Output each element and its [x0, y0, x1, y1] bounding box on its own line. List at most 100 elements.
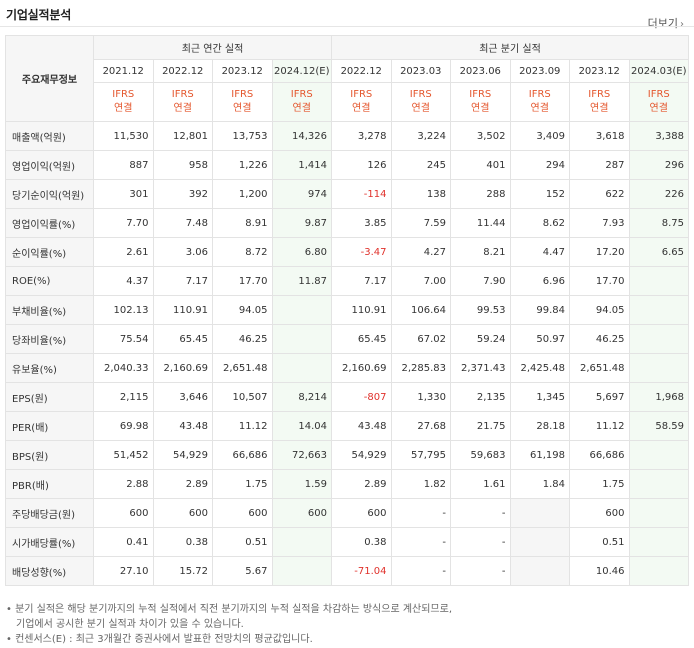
table-cell	[628, 527, 689, 557]
table-cell: 43.48	[152, 411, 213, 441]
row-label: 순이익률(%)	[5, 237, 94, 267]
table-cell: 958	[152, 150, 213, 180]
table-row: 유보율(%) 2,040.33 2,160.69 2,651.48 2,160.69 2,…	[5, 353, 689, 383]
table-cell: 57,795	[390, 440, 451, 470]
table-cell: 72,663	[271, 440, 332, 470]
table-cell: 50.97	[509, 324, 570, 354]
table-cell: 65.45	[152, 324, 213, 354]
table-cell	[271, 353, 332, 383]
table-cell: 58.59	[628, 411, 689, 441]
table-cell: 1.84	[509, 469, 570, 499]
annual-group-header: 최근 연간 실적	[93, 35, 332, 60]
table-cell: 2,285.83	[390, 353, 451, 383]
ifrs-header: IFRS 연결	[212, 82, 273, 122]
table-cell: 11.44	[450, 208, 511, 238]
ifrs-label: IFRS	[112, 89, 135, 100]
table-cell: 3.06	[152, 237, 213, 267]
table-cell: 10.46	[569, 556, 630, 586]
table-cell: 4.27	[390, 237, 451, 267]
table-cell: 51,452	[93, 440, 154, 470]
ifrs-label: IFRS	[290, 89, 313, 100]
table-cell	[271, 527, 332, 557]
table-cell: 6.65	[628, 237, 689, 267]
table-cell: 7.59	[390, 208, 451, 238]
table-cell: 8.21	[450, 237, 511, 267]
period-header: 2022.12	[331, 59, 392, 83]
ifrs-label: IFRS	[231, 89, 254, 100]
period-header: 2023.06	[450, 59, 511, 83]
table-cell	[271, 295, 332, 325]
more-link[interactable]: 더보기 ›	[648, 15, 684, 31]
table-cell: 622	[569, 179, 630, 209]
table-cell	[628, 266, 689, 296]
table-cell: 1,414	[271, 150, 332, 180]
table-cell: 245	[390, 150, 451, 180]
table-cell	[628, 295, 689, 325]
table-cell: -	[450, 556, 511, 586]
period-header: 2022.12	[152, 59, 213, 83]
table-cell: 54,929	[152, 440, 213, 470]
note-quarter-line1: • 분기 실적은 해당 분기까지의 누적 실적에서 직전 분기까지의 누적 실적…	[6, 604, 453, 615]
table-cell: 1.75	[569, 469, 630, 499]
table-cell: 69.98	[93, 411, 154, 441]
corner-header: 주요재무정보	[5, 35, 94, 122]
table-cell: 10,507	[212, 382, 273, 412]
period-header: 2023.09	[509, 59, 570, 83]
ifrs-header: IFRS 연결	[271, 82, 332, 122]
ifrs-label: IFRS	[588, 89, 611, 100]
table-cell: 94.05	[569, 295, 630, 325]
financial-table: 주요재무정보 최근 연간 실적 최근 분기 실적 2021.12 2022.12 2…	[5, 35, 689, 586]
row-label: 영업이익률(%)	[5, 208, 94, 238]
ifrs-label: IFRS	[171, 89, 194, 100]
consolidated-label: 연결	[411, 103, 430, 114]
table-cell: 7.93	[569, 208, 630, 238]
table-row: 영업이익(억원) 887 958 1,226 1,414 126 245 401 294 287 2…	[5, 150, 689, 180]
table-cell: 288	[450, 179, 511, 209]
table-row: PER(배) 69.98 43.48 11.12 14.04 43.48 27.68 21.7…	[5, 411, 689, 441]
table-cell: 59.24	[450, 324, 511, 354]
table-cell: 3,646	[152, 382, 213, 412]
table-cell: 99.53	[450, 295, 511, 325]
table-cell: 2.61	[93, 237, 154, 267]
table-cell: 15.72	[152, 556, 213, 586]
table-cell: 600	[152, 498, 213, 528]
table-cell: 102.13	[93, 295, 154, 325]
table-cell: 7.48	[152, 208, 213, 238]
more-label: 더보기	[647, 17, 678, 30]
table-row: 시가배당률(%) 0.41 0.38 0.51 0.38- -0.51	[5, 527, 689, 557]
table-cell: 226	[628, 179, 689, 209]
table-cell	[509, 556, 570, 586]
table-cell: 401	[450, 150, 511, 180]
table-cell: 887	[93, 150, 154, 180]
table-row: 영업이익률(%) 7.70 7.48 8.91 9.87 3.85 7.59 11.44 8.6…	[5, 208, 689, 238]
ifrs-label: IFRS	[469, 89, 492, 100]
row-label: EPS(원)	[5, 382, 94, 412]
ifrs-header: IFRS 연결	[390, 82, 451, 122]
table-cell: 9.87	[271, 208, 332, 238]
row-label: PBR(배)	[5, 469, 94, 499]
table-cell: 4.37	[93, 266, 154, 296]
table-cell: 1.82	[390, 469, 451, 499]
table-cell: 11.12	[569, 411, 630, 441]
footnotes: • 분기 실적은 해당 분기까지의 누적 실적에서 직전 분기까지의 누적 실적…	[6, 602, 452, 647]
table-cell: 600	[569, 498, 630, 528]
table-cell: 0.41	[93, 527, 154, 557]
table-cell: 17.20	[569, 237, 630, 267]
table-row: 배당성향(%) 27.10 15.72 5.67 -71.04- -10.46	[5, 556, 689, 586]
table-cell: 8.72	[212, 237, 273, 267]
table-cell: 5.67	[212, 556, 273, 586]
row-label: 영업이익(억원)	[5, 150, 94, 180]
table-cell: 2,425.48	[509, 353, 570, 383]
ifrs-header: IFRS 연결	[450, 82, 511, 122]
period-header: 2023.12	[569, 59, 630, 83]
table-cell: 3,224	[390, 121, 451, 151]
table-cell: 67.02	[390, 324, 451, 354]
table-cell: 1,200	[212, 179, 273, 209]
table-cell	[509, 527, 570, 557]
table-cell: 7.17	[152, 266, 213, 296]
table-cell: 7.00	[390, 266, 451, 296]
table-cell: 75.54	[93, 324, 154, 354]
table-row: 매출액(억원) 11,530 12,801 13,753 14,326 3,278 3,22…	[5, 121, 689, 151]
consolidated-label: 연결	[352, 103, 371, 114]
table-cell: 7.17	[331, 266, 392, 296]
